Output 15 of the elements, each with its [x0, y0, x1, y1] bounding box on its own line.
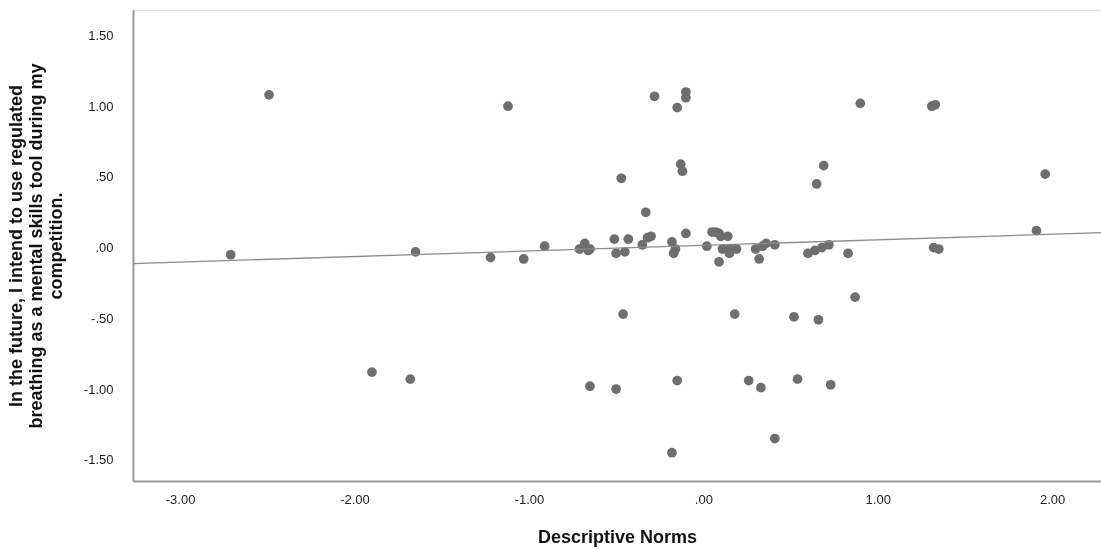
y-tick-label: 1.00 [88, 98, 114, 114]
y-tick-label: 1.50 [88, 27, 114, 43]
y-axis-title: In the future, I intend to use regulated breathing as a mental skills tool during my competition. [5, 63, 66, 429]
y-tick-label: -1.00 [83, 381, 114, 397]
x-tick-label: -1.00 [514, 491, 545, 507]
x-tick-label: -2.00 [340, 491, 370, 507]
x-tick-label: -3.00 [165, 491, 196, 507]
x-tick-label: 1.00 [865, 491, 891, 507]
x-tick-label: 2.00 [1040, 491, 1066, 507]
y-tick-label: -1.50 [83, 452, 114, 468]
x-axis-title: Descriptive Norms [537, 526, 698, 547]
x-tick-label: .00 [694, 491, 713, 507]
y-tick-label: .50 [95, 169, 114, 185]
y-tick-label: .00 [95, 240, 114, 256]
y-tick-label: -.50 [91, 310, 114, 326]
